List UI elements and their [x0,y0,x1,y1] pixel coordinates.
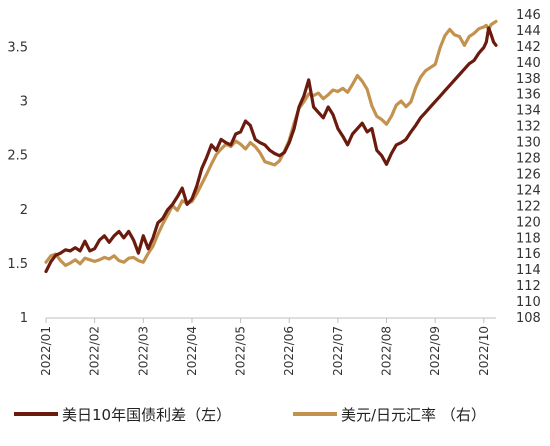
right-tick-label: 112 [516,279,541,294]
left-tick-label: 3.5 [7,40,28,55]
x-tick-label: 2022/10 [477,326,491,376]
right-tick-label: 110 [516,295,541,310]
right-tick-label: 122 [516,199,541,214]
right-tick-label: 136 [516,88,541,103]
legend-label-usdjpy: 美元/日元汇率 （右） [341,406,486,424]
right-tick-label: 142 [516,40,541,55]
right-tick-label: 138 [516,72,541,87]
x-tick-label: 2022/05 [234,326,248,376]
right-y-axis: 1081101121141161181201221241261281301321… [516,8,541,326]
left-tick-label: 1 [20,311,28,326]
legend: 美日10年国债利差（左） 美元/日元汇率 （右） [14,406,486,424]
left-tick-label: 2 [20,203,28,218]
right-tick-label: 134 [516,104,541,119]
x-tick-label: 2022/06 [282,326,296,376]
legend-label-spread: 美日10年国债利差（左） [62,406,231,424]
x-tick-label: 2022/08 [380,326,394,376]
x-tick-label: 2022/04 [185,326,199,376]
right-tick-label: 132 [516,120,541,135]
right-tick-label: 124 [516,183,541,198]
left-y-axis: 1 1.5 2 2.5 3 3.5 [7,40,28,326]
left-tick-label: 2.5 [7,149,28,164]
right-tick-label: 144 [516,24,541,39]
series-line-usdjpy [44,19,498,267]
right-tick-label: 140 [516,56,541,71]
x-tick-label: 2022/07 [331,326,345,376]
right-tick-label: 114 [516,263,541,278]
x-tick-label: 2022/02 [88,326,102,376]
right-tick-label: 108 [516,311,541,326]
x-tick-label: 2022/01 [39,326,53,376]
x-tick-label: 2022/09 [428,326,442,376]
right-tick-label: 118 [516,231,541,246]
right-tick-label: 128 [516,152,541,167]
right-tick-label: 146 [516,8,541,23]
right-tick-label: 130 [516,136,541,151]
x-tick-label: 2022/03 [136,326,150,376]
right-tick-label: 116 [516,247,541,262]
series-layer [44,19,498,274]
left-tick-label: 1.5 [7,257,28,272]
right-tick-label: 120 [516,215,541,230]
series-line-spread [44,26,498,274]
right-tick-label: 126 [516,167,541,182]
left-tick-label: 3 [20,95,28,110]
x-axis: 2022/01 2022/02 2022/03 2022/04 2022/05 2022/… [39,317,496,376]
